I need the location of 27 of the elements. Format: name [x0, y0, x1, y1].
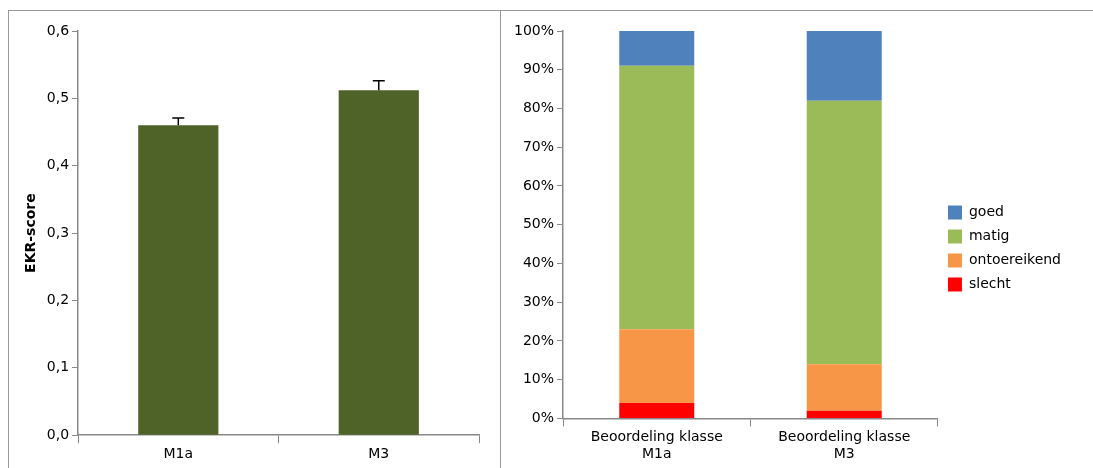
y-tick-label: 0,5	[46, 89, 70, 106]
y-tick-label: 80%	[522, 99, 555, 116]
y-tick-label: 0,4	[46, 156, 70, 173]
x-tick-label: Beoordeling klasse M1a	[590, 428, 723, 462]
y-tick-label: 20%	[522, 331, 555, 348]
y-axis-title: EKR-score	[22, 193, 39, 273]
y-tick-label: 40%	[522, 254, 555, 271]
y-tick-label: 30%	[522, 292, 555, 309]
y-tick-label: 0%	[531, 409, 555, 426]
y-tick-label: 0,0	[46, 425, 70, 442]
y-tick-label: 70%	[522, 137, 555, 154]
legend-label: ontoereikend	[968, 251, 1062, 268]
y-tick-label: 0,3	[46, 223, 70, 240]
y-tick-label: 100%	[513, 21, 555, 38]
y-tick-label: 10%	[522, 370, 555, 387]
x-tick-label: Beoordeling klasse M3	[778, 428, 911, 462]
legend-label: matig	[968, 227, 1010, 244]
y-tick-label: 0,2	[46, 291, 70, 308]
legend-label: slecht	[968, 275, 1012, 292]
y-tick-label: 90%	[522, 60, 555, 77]
y-tick-label: 60%	[522, 176, 555, 193]
x-tick-label: M1a	[163, 445, 194, 462]
x-tick-label: M3	[368, 445, 390, 462]
legend-label: goed	[968, 203, 1004, 220]
y-tick-label: 50%	[522, 215, 555, 232]
y-tick-label: 0,6	[46, 21, 70, 38]
y-tick-label: 0,1	[46, 358, 70, 375]
